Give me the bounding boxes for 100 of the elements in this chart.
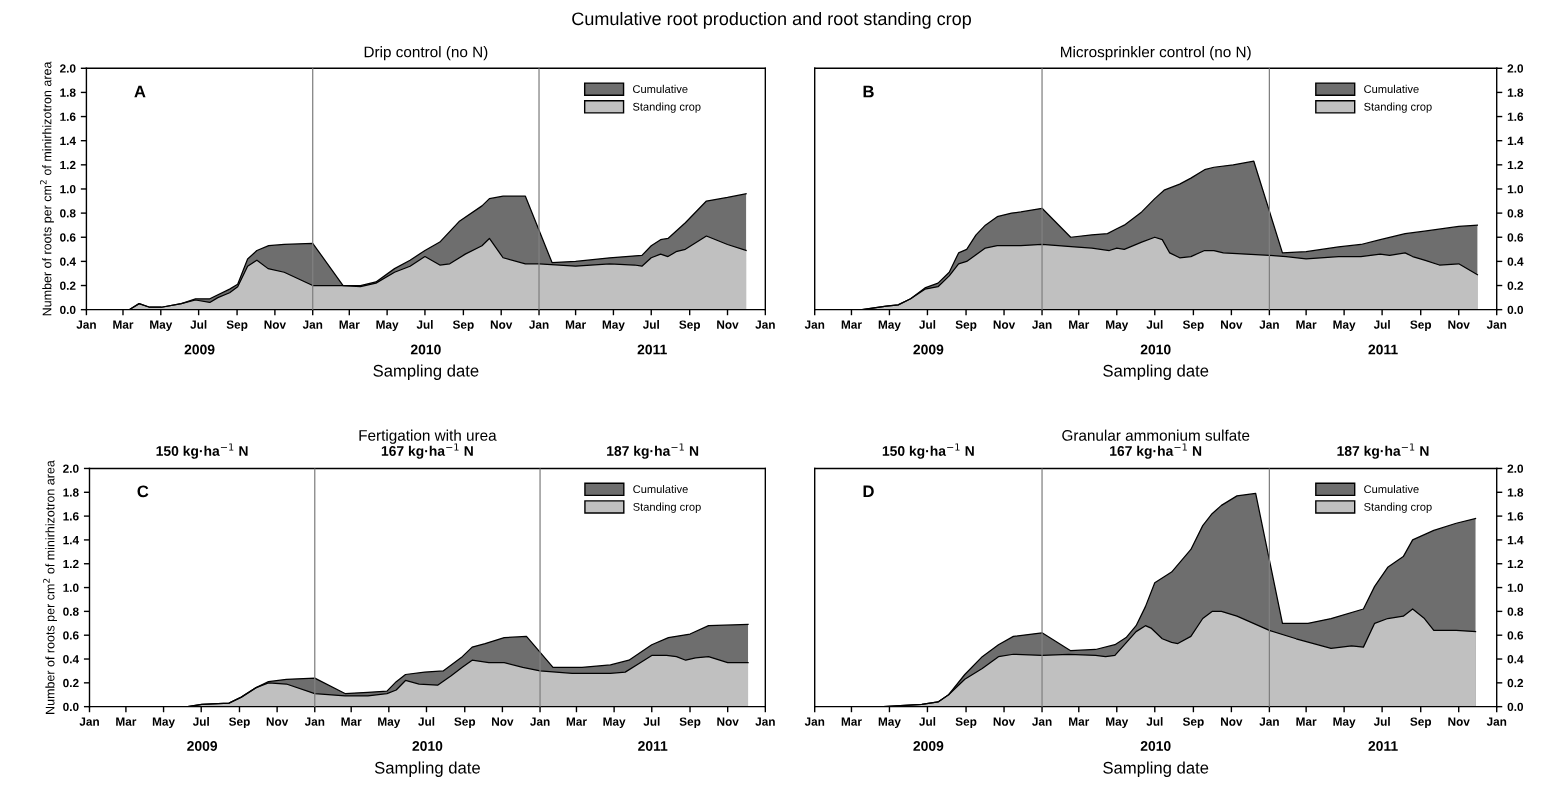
x-tick-label: Sep: [1182, 320, 1204, 332]
x-tick-label: Mar: [841, 320, 862, 329]
x-tick-label: May: [1106, 320, 1129, 332]
x-tick-label: Jan: [1486, 320, 1507, 329]
x-tick-label: Jul: [1373, 320, 1390, 329]
x-tick-label: Sep: [679, 320, 701, 332]
y-axis-title: Number of roots per cm$^{2}$ of minirhizotron area: [40, 61, 54, 316]
annotation: D: [863, 485, 874, 498]
x-tick-label: Mar: [1296, 717, 1317, 726]
x-tick-label: Jan: [302, 320, 323, 329]
y2-tick-label: 1.2: [1507, 559, 1524, 569]
y2-tick-label: 1.4: [1507, 536, 1524, 545]
y-tick-label: 1.0: [63, 583, 79, 592]
text: 187 kg·ha$^{−1}$ N: [607, 443, 699, 459]
x-tick-label: Jan: [76, 320, 96, 329]
y-tick-label: 1.6: [60, 112, 76, 121]
legend-label: Standing crop: [1364, 502, 1432, 513]
x-tick-label: Mar: [565, 320, 586, 329]
x-tick-label: Jul: [1146, 717, 1163, 726]
x-tick-label: Jul: [190, 320, 207, 329]
x-tick-label: Nov: [490, 320, 513, 329]
y2-tick-label: 1.4: [1507, 136, 1524, 145]
y2-tick-label: 1.8: [1507, 88, 1524, 97]
x-tick-label: May: [878, 717, 901, 729]
x-tick-label: Jan: [1032, 320, 1052, 329]
text: 167 kg·ha$^{−1}$ N: [1110, 443, 1202, 459]
x-tick-label: May: [378, 717, 401, 729]
y-axis-title: Number of roots per cm$^{2}$ of minirhizotron area: [43, 460, 57, 714]
annotation: B: [863, 85, 874, 98]
annotation: C: [137, 485, 149, 498]
x-tick-label: Jan: [755, 717, 775, 726]
text: 150 kg·ha$^{−1}$ N: [882, 443, 974, 459]
legend-label: Cumulative: [633, 484, 688, 494]
y2-tick-label: 0.6: [1507, 233, 1524, 242]
y2-tick-label: 0.8: [1507, 607, 1524, 616]
x-tick-label: Jan: [1259, 320, 1279, 329]
x-tick-label: Mar: [116, 717, 137, 726]
text: 150 kg·ha$^{−1}$ N: [156, 443, 248, 459]
y2-tick-label: 1.8: [1507, 488, 1524, 497]
chart-subtitle: Microsprinkler control (no N): [1061, 46, 1251, 61]
x-tick-label: Nov: [1448, 717, 1470, 726]
y2-tick-label: 2.0: [1507, 64, 1524, 73]
text: 2010: [410, 344, 441, 355]
legend-label: Standing crop: [1364, 102, 1432, 113]
y2-tick-label: 1.0: [1507, 583, 1524, 592]
x-tick-label: May: [878, 320, 901, 332]
y-tick-label: 1.6: [63, 512, 79, 521]
x-tick-label: May: [603, 717, 626, 729]
x-tick-label: Nov: [1221, 717, 1243, 726]
x-tick-label: Mar: [1069, 717, 1090, 726]
x-tick-label: Mar: [113, 320, 134, 329]
x-tick-label: Nov: [993, 320, 1016, 329]
legend-label: Cumulative: [1364, 84, 1419, 93]
x-tick-label: Jul: [192, 717, 209, 726]
y2-tick-label: 1.2: [1507, 160, 1524, 170]
y2-tick-label: 1.6: [1507, 512, 1524, 521]
x-axis-title: Sampling date: [374, 761, 480, 777]
x-tick-label: Mar: [1296, 320, 1317, 329]
y2-tick-label: 0.4: [1507, 655, 1524, 664]
x-tick-label: Sep: [226, 320, 248, 332]
x-tick-label: Sep: [228, 717, 250, 729]
x-tick-label: Nov: [717, 717, 739, 726]
x-tick-label: Nov: [993, 717, 1016, 726]
text: 2010: [1140, 344, 1171, 355]
y-tick-label: 1.2: [63, 559, 79, 569]
x-tick-label: Nov: [1448, 320, 1470, 329]
x-tick-label: Jan: [304, 717, 325, 726]
x-tick-label: May: [150, 320, 173, 332]
text: 2011: [638, 741, 668, 751]
x-axis-title: Sampling date: [1103, 364, 1209, 380]
x-axis-title: Sampling date: [373, 364, 479, 380]
x-tick-label: Sep: [1410, 320, 1432, 332]
text: 167 kg·ha$^{−1}$ N: [381, 443, 473, 459]
y2-tick-label: 0.8: [1507, 209, 1524, 218]
x-tick-label: Mar: [566, 717, 587, 726]
y2-tick-label: 1.6: [1507, 112, 1524, 121]
x-tick-label: Mar: [339, 320, 360, 329]
x-tick-label: Nov: [492, 717, 514, 726]
x-tick-label: Jul: [418, 717, 435, 726]
x-tick-label: May: [1106, 717, 1129, 729]
x-tick-label: Nov: [1221, 320, 1243, 329]
x-tick-label: Mar: [1069, 320, 1090, 329]
x-tick-label: May: [602, 320, 625, 332]
text: 2009: [913, 741, 944, 751]
x-tick-label: Jan: [1032, 717, 1052, 726]
x-tick-label: Sep: [1182, 717, 1204, 729]
y2-tick-label: 0.0: [1507, 702, 1524, 712]
y-tick-label: 1.4: [60, 136, 76, 145]
x-tick-label: Jan: [79, 717, 99, 726]
text: 2009: [913, 344, 944, 355]
text: 187 kg·ha$^{−1}$ N: [1337, 443, 1429, 459]
x-tick-label: Jan: [1259, 717, 1279, 726]
text: 2009: [184, 344, 215, 355]
y-tick-label: 0.2: [63, 678, 79, 688]
x-tick-label: Jan: [1486, 717, 1507, 726]
legend-label: Standing crop: [633, 502, 701, 513]
x-tick-label: Mar: [841, 717, 862, 726]
x-tick-label: Nov: [717, 320, 739, 329]
x-tick-label: Jul: [642, 320, 659, 329]
y-tick-label: 0.2: [60, 281, 76, 290]
